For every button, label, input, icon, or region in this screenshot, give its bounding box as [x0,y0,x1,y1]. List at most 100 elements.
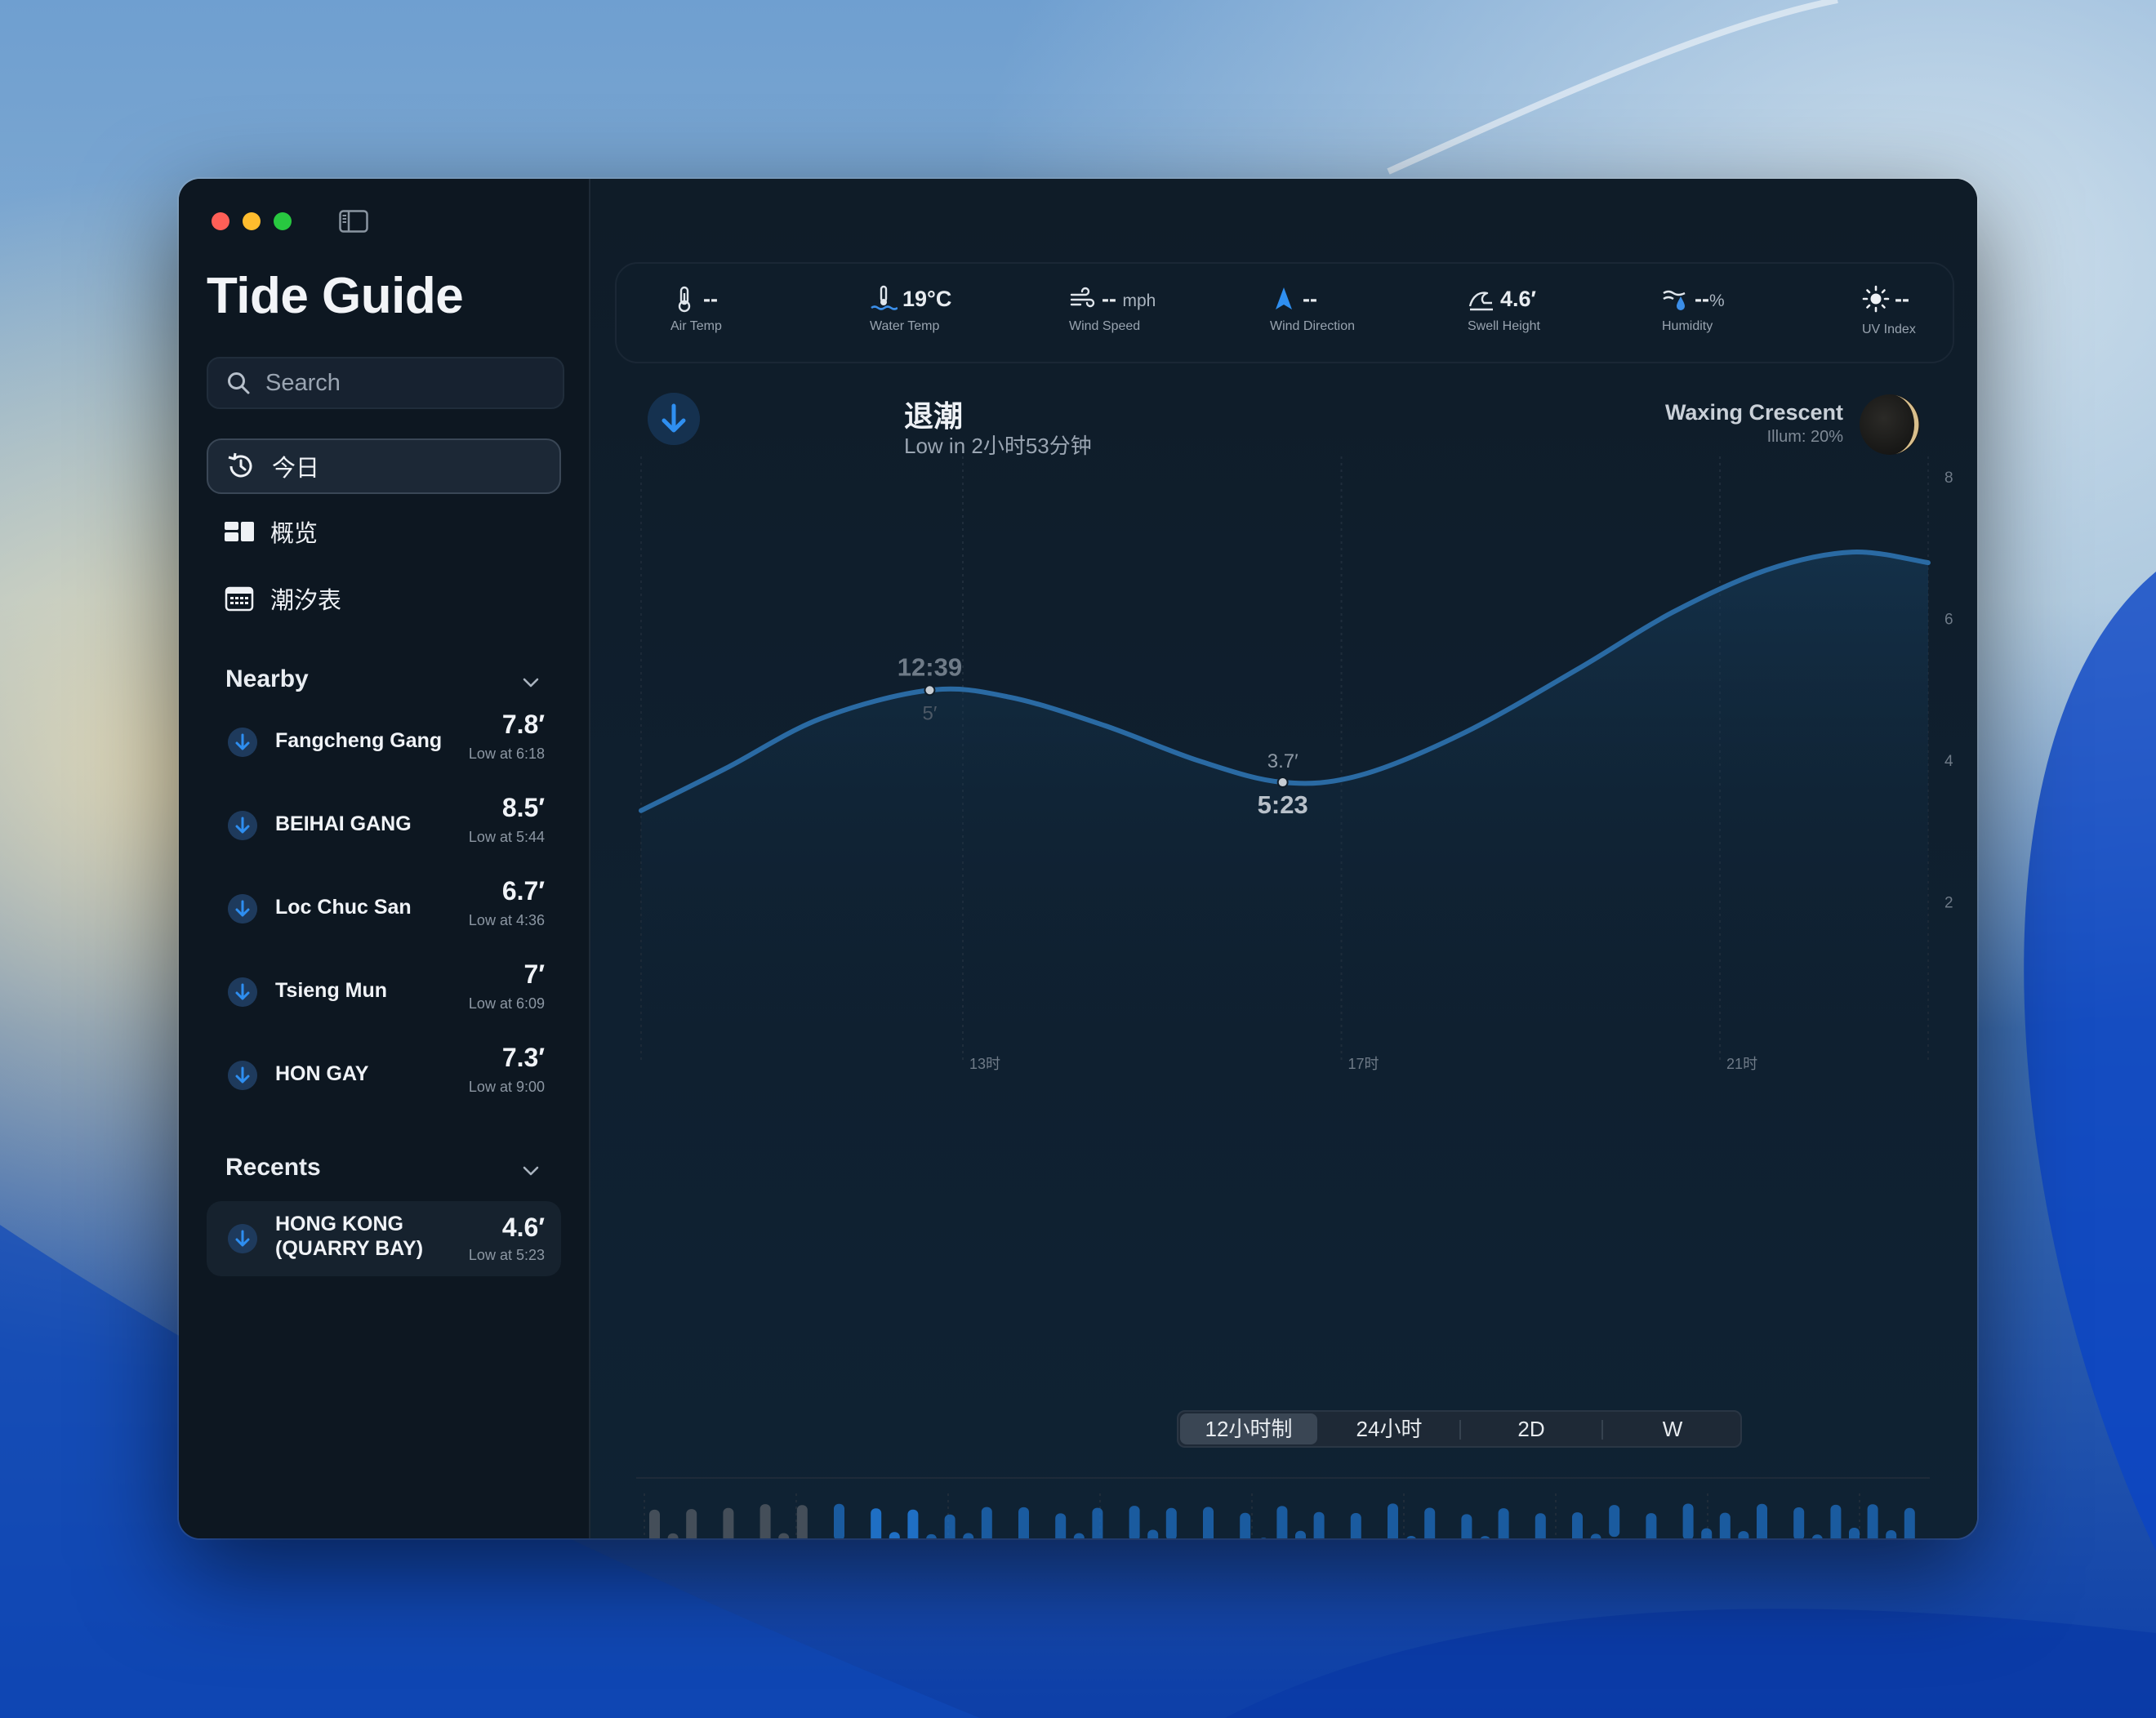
tide-range-bar [723,1507,734,1538]
tide-range-bar [796,1505,808,1538]
tide-range-bar [1018,1507,1029,1538]
stat-value: -- [1303,287,1317,311]
stat-value: 19°C [902,287,952,311]
nearby-item[interactable]: BEIHAI GANG 8.5′ Low at 5:44 [207,786,561,861]
sidebar-toggle-icon[interactable] [339,210,368,233]
low-time: Low at 5:23 [468,1247,545,1263]
annotation-time: 5:23 [1258,790,1308,819]
range-segmented-control[interactable]: 12小时制 24小时 2D W [1177,1410,1742,1448]
tide-range-bar [871,1508,882,1538]
low-time: Low at 6:09 [468,995,545,1012]
nearby-item[interactable]: Fangcheng Gang 7.8′ Low at 6:18 [207,703,561,778]
chart-annotations: 12:39 5′ 5:23 3.7′ [898,652,1308,819]
nav-item-overview[interactable]: 概览 [207,504,561,559]
close-button[interactable] [212,212,229,230]
annotation-height: 3.7′ [1267,750,1298,772]
tide-range-bar [1609,1505,1620,1538]
tide-range-bar [1886,1530,1897,1538]
overview-timeline[interactable]: 1月19日1月23日1月27日1月31日2月4日2月8日2月12日2月16日2月… [631,1485,1938,1538]
stat-value: 4.6′ [1500,287,1537,311]
stat-value: -- mph [1102,287,1156,311]
tide-height: 4.6′ [501,1213,545,1242]
nearby-item[interactable]: Tsieng Mun 7′ Low at 6:09 [207,953,561,1028]
main-content: -- Air Temp 19°C Water Temp -- mph [590,179,1977,1538]
nav-item-today[interactable]: 今日 [207,438,561,494]
nearby-item[interactable]: Loc Chuc San 6.7′ Low at 4:36 [207,870,561,945]
tide-range-bar [1240,1512,1251,1538]
tide-range-bar [1165,1507,1177,1538]
stat-label: UV Index [1862,323,1916,336]
tide-range-bar [1793,1507,1805,1538]
chevron-down-icon[interactable] [520,1160,541,1182]
tide-range-bar [1572,1512,1583,1538]
nav-label: 概览 [270,521,318,547]
stat-label: Water Temp [870,319,940,333]
water-thermometer-icon [871,285,898,310]
location-name: HON GAY [275,1062,369,1085]
location-name: Tsieng Mun [275,979,388,1002]
arrow-down-icon [228,728,257,757]
tide-range-bar [1867,1504,1878,1538]
recent-item[interactable]: HONG KONG (QUARRY BAY) 4.6′ Low at 5:23 [207,1201,561,1276]
range-tab-2d[interactable]: 2D [1517,1417,1545,1441]
stat-label: Air Temp [670,319,722,333]
y-tick-label: 6 [1944,612,1953,629]
tide-height: 8.5′ [501,793,545,822]
tide-range-bar [1073,1533,1085,1538]
arrow-down-icon [228,894,257,924]
recents-header: Recents [225,1154,321,1181]
low-time: Low at 6:18 [468,746,545,762]
moon-illumination: Illum: 20% [1766,428,1843,446]
tide-range-bar [1424,1507,1436,1538]
tide-range-bar [1904,1507,1915,1538]
range-tab-week[interactable]: W [1662,1417,1683,1441]
location-name: Loc Chuc San [275,896,412,919]
tide-range-bar [1682,1503,1694,1538]
tide-range-bar [649,1509,660,1538]
nav-item-tide-table[interactable]: 潮汐表 [207,571,561,626]
stat-label: Swell Height [1468,319,1540,333]
dashboard-icon [223,515,256,548]
humidity-icon [1663,290,1686,310]
tide-range-bar [760,1504,771,1538]
minimize-button[interactable] [243,212,261,230]
tide-range-bar [1092,1507,1103,1538]
range-tab-12h[interactable]: 12小时制 [1180,1413,1317,1444]
tide-height: 7.8′ [501,710,545,739]
tide-range-bar [1701,1528,1713,1538]
tide-range-bar [907,1509,919,1538]
arrow-down-icon [228,1224,257,1253]
low-time: Low at 4:36 [468,912,545,928]
tide-range-bar [1129,1506,1140,1538]
tide-range-bar [963,1533,974,1538]
nav-label: 今日 [272,456,320,482]
app-window: Tide Guide Search 今日 [179,179,1977,1538]
wave-icon [1468,292,1493,311]
arrow-down-icon [228,811,257,840]
tide-range-bar [1535,1513,1546,1538]
low-tide-marker[interactable] [1276,777,1289,789]
tide-range-bar [778,1533,790,1538]
zoom-button[interactable] [274,212,292,230]
wind-icon [1070,287,1095,308]
high-tide-marker[interactable] [924,684,936,697]
range-tab-24h[interactable]: 24小时 [1356,1417,1423,1441]
tide-range-bar [1203,1507,1214,1538]
low-time: Low at 5:44 [468,829,545,845]
direction-arrow-icon [1276,287,1292,309]
tide-range-bar [1849,1528,1860,1538]
clock-history-icon [225,450,257,483]
nearby-item[interactable]: HON GAY 7.3′ Low at 9:00 [207,1036,561,1111]
tide-range-bar [1055,1513,1067,1538]
search-icon [228,372,250,394]
tide-range-bar [1295,1530,1306,1538]
low-time: Low at 9:00 [468,1079,545,1095]
nearby-header: Nearby [225,665,309,692]
search-field[interactable]: Search [207,357,564,409]
tide-range-bar [944,1514,956,1538]
tide-state-title: 退潮 [904,399,964,433]
tide-falling-icon [648,393,700,445]
chevron-down-icon[interactable] [520,672,541,693]
stat-value: --% [1695,287,1725,311]
